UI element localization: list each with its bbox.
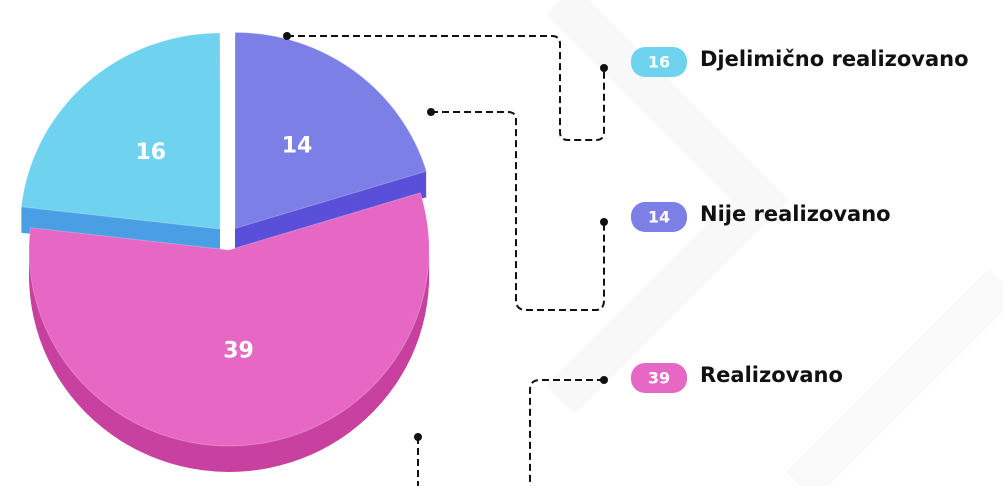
background-decoration	[545, 0, 1003, 486]
pie: 16 14 39	[20, 31, 430, 472]
legend: 16 Djelimično realizovano 14 Nije realizova…	[631, 47, 969, 393]
legend-label: Realizovano	[700, 363, 843, 387]
slice	[20, 32, 221, 230]
slice-label: 16	[135, 140, 166, 165]
slice	[234, 31, 428, 230]
legend-badge	[631, 47, 687, 77]
legend-value: 14	[648, 208, 670, 227]
legend-value: 39	[648, 369, 670, 388]
slice	[28, 192, 430, 447]
legend-label: Djelimično realizovano	[700, 47, 969, 71]
legend-badge	[631, 202, 687, 232]
legend-value: 16	[648, 53, 670, 72]
slice-label: 14	[282, 133, 313, 158]
legend-badge	[631, 363, 687, 393]
slice-label: 39	[223, 338, 254, 363]
legend-label: Nije realizovano	[700, 202, 891, 226]
connectors	[283, 32, 608, 486]
